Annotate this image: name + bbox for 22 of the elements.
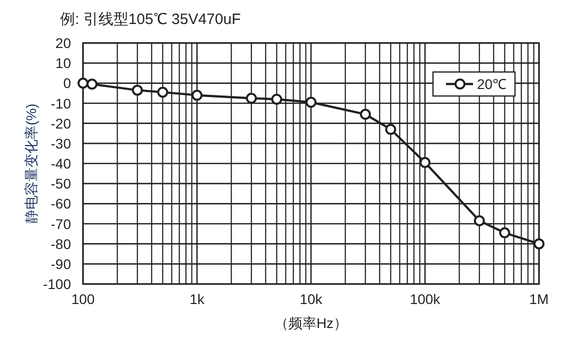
x-tick-label: 100 — [71, 291, 95, 307]
y-tick-label: -90 — [50, 256, 72, 272]
y-tick-label: -100 — [42, 276, 72, 292]
y-tick-label: -10 — [50, 95, 72, 112]
y-tick-label: 0 — [63, 75, 72, 92]
y-tick-label: 10 — [55, 55, 72, 72]
y-axis-title: 静电容量变化率(%) — [23, 104, 39, 224]
y-tick-label: -50 — [50, 176, 72, 192]
y-tick-label: -30 — [50, 135, 72, 152]
legend-label: 20℃ — [477, 76, 507, 92]
y-tick-label: -60 — [50, 196, 72, 212]
y-tick-label: -40 — [50, 156, 72, 172]
x-tick-label: 10k — [300, 291, 324, 307]
y-tick-label: 20 — [55, 35, 72, 51]
x-tick-label: 1M — [529, 291, 549, 307]
chart-title: 例: 引线型105℃ 35V470uF — [60, 11, 241, 28]
x-axis-title: （频率Hz） — [274, 315, 348, 331]
x-tick-label: 100k — [410, 291, 442, 307]
x-tick-label: 1k — [190, 291, 206, 307]
y-tick-label: -20 — [50, 115, 72, 132]
y-tick-label: -80 — [50, 236, 72, 252]
y-tick-label: -70 — [50, 216, 72, 232]
